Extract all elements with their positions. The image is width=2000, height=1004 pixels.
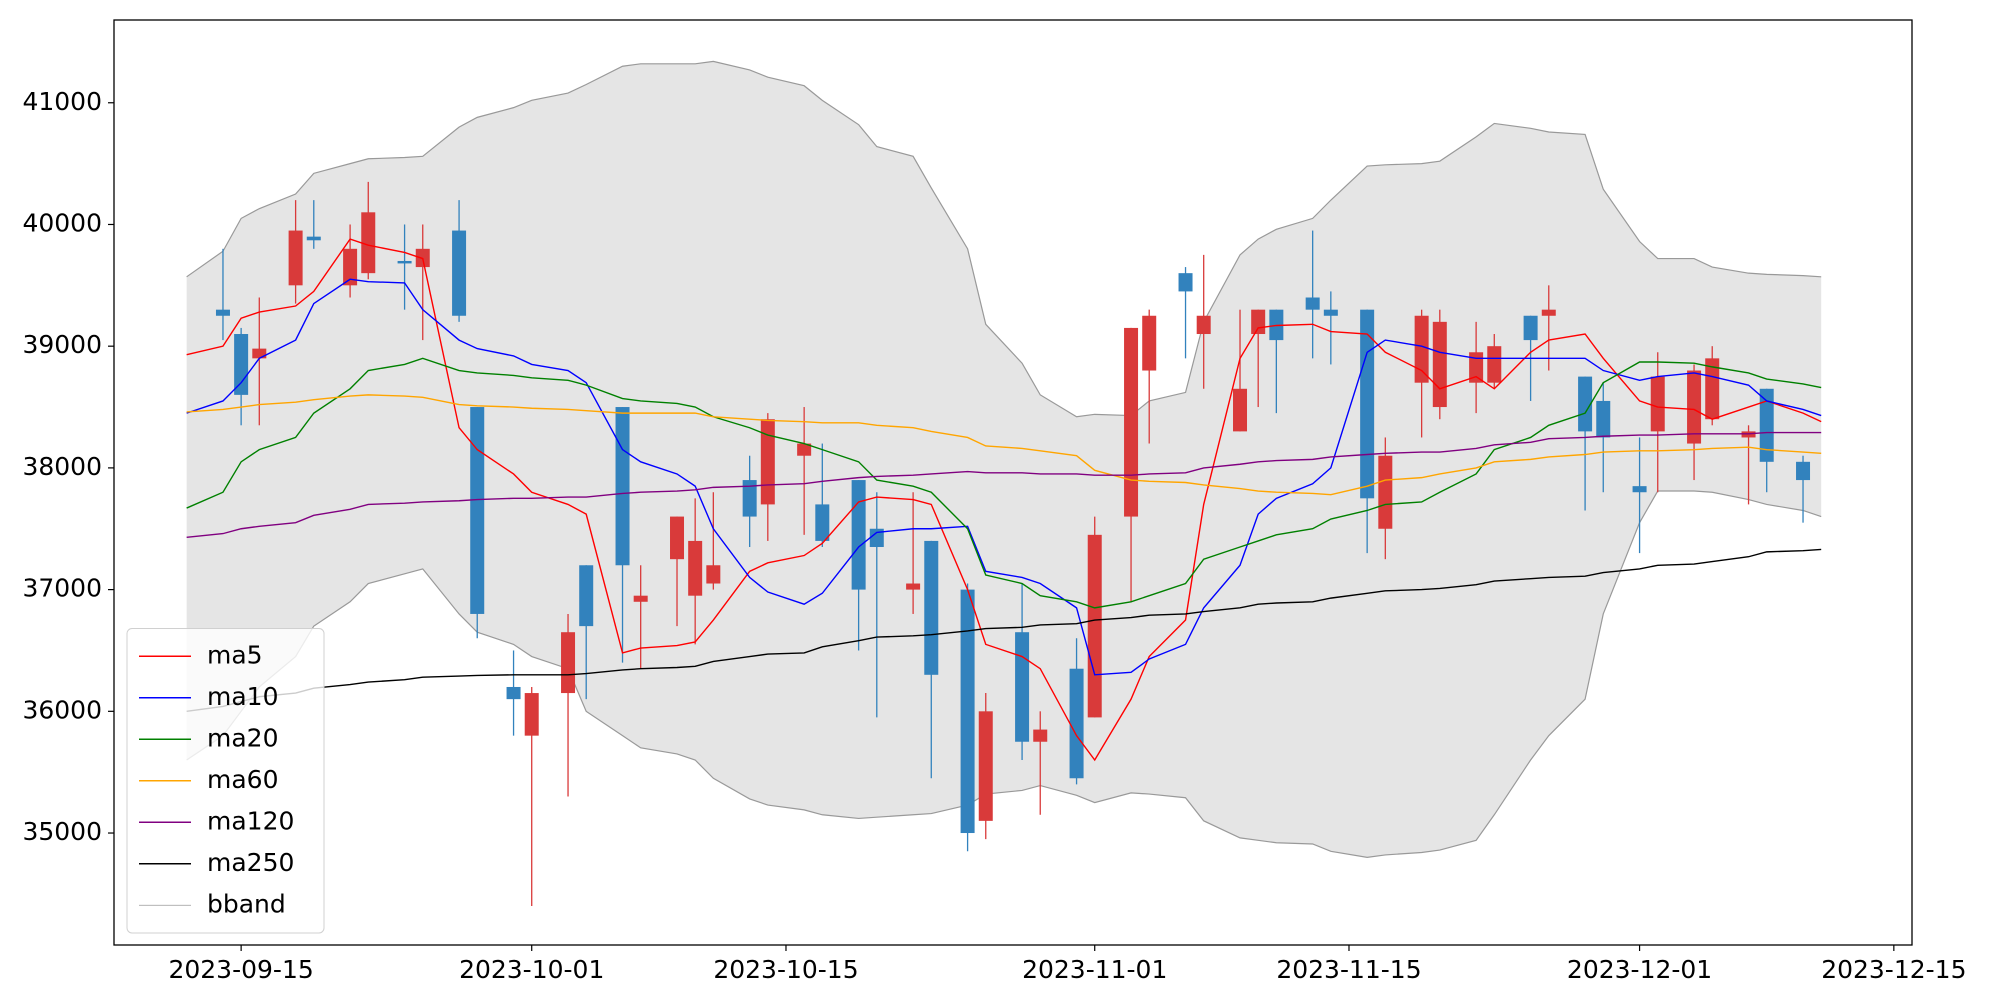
candle-body (561, 632, 576, 694)
candle-body (688, 540, 703, 596)
legend-label: ma20 (207, 723, 278, 752)
y-tick-label: 41000 (22, 87, 102, 116)
legend-box (126, 628, 325, 934)
y-tick-label: 40000 (22, 208, 102, 237)
candle-body (851, 480, 866, 590)
x-tick-label: 2023-11-15 (1276, 955, 1421, 984)
candle-body (633, 595, 648, 602)
y-tick-label: 35000 (22, 817, 102, 846)
candle-body (1196, 315, 1211, 335)
ma-line (186, 394, 1822, 496)
candle-body (1378, 455, 1393, 529)
candle-body (978, 711, 993, 821)
candle-body (1596, 400, 1611, 438)
candle-body (1469, 352, 1484, 383)
bband-lower (186, 490, 1822, 858)
candle-body (1687, 370, 1702, 444)
x-tick-label: 2023-12-15 (1821, 955, 1966, 984)
candle-body (1578, 376, 1593, 432)
candle-body (361, 212, 376, 274)
candle-body (1523, 315, 1538, 341)
candle-body (343, 248, 358, 286)
candle-body (1759, 388, 1774, 462)
candle-body (1541, 309, 1556, 316)
candle-body (1650, 376, 1665, 432)
candle-body (1323, 309, 1338, 316)
candle-body (615, 407, 630, 566)
candle-body (1069, 668, 1084, 779)
candle-body (869, 528, 884, 548)
candle-body (760, 419, 775, 505)
y-tick-label: 36000 (22, 695, 102, 724)
candle-body (1142, 315, 1157, 371)
candle-body (1360, 309, 1375, 499)
y-tick-label: 39000 (22, 330, 102, 359)
candle-body (1178, 273, 1193, 292)
candle-body (288, 230, 303, 286)
candle-body (670, 516, 685, 560)
candle-body (1632, 486, 1647, 493)
candle-body (1796, 461, 1811, 481)
legend-label: ma10 (207, 682, 278, 711)
candle-body (252, 348, 267, 359)
candle-body (1487, 346, 1502, 383)
y-tick-label: 37000 (22, 574, 102, 603)
legend-label: bband (207, 889, 286, 918)
candle-body (1124, 327, 1139, 517)
x-tick-label: 2023-12-01 (1567, 955, 1712, 984)
candle-body (524, 693, 539, 736)
candle-body (1705, 358, 1720, 420)
candle-body (1033, 729, 1048, 742)
ma-line (186, 431, 1822, 538)
candle-body (706, 565, 721, 584)
candle-body (1414, 315, 1429, 383)
candle-body (1305, 297, 1320, 310)
candle-body (306, 236, 321, 241)
bband-upper (186, 60, 1822, 418)
legend-label: ma60 (207, 765, 278, 794)
candle-body (452, 230, 467, 316)
x-tick-label: 2023-10-15 (713, 955, 858, 984)
ma-line (186, 357, 1822, 609)
candle-body (234, 334, 249, 395)
candle-body (579, 565, 594, 627)
bband-area (186, 61, 1822, 858)
candle-body (506, 686, 521, 700)
legend-label: ma120 (207, 806, 294, 835)
plot-frame (113, 19, 1913, 946)
candle-body (742, 480, 757, 517)
candle-body (470, 407, 485, 614)
legend-label: ma250 (207, 848, 294, 877)
candle-body (960, 589, 975, 834)
x-tick-label: 2023-11-01 (1022, 955, 1167, 984)
candle-body (1233, 388, 1248, 432)
y-tick-label: 38000 (22, 452, 102, 481)
candle-body (1087, 534, 1102, 718)
candle-body (397, 260, 412, 264)
legend-label: ma5 (207, 640, 263, 669)
candle-body (906, 583, 921, 590)
candle-body (797, 443, 812, 456)
candle-body (815, 504, 830, 541)
legend: ma5 ma10 ma20 ma60 ma120 ma250 bband (126, 628, 325, 934)
candle-body (1432, 321, 1447, 408)
candle-body (1251, 309, 1266, 335)
ma-line (186, 278, 1822, 676)
x-tick-label: 2023-10-01 (459, 955, 604, 984)
ma-line (186, 238, 1822, 762)
candle-body (924, 540, 939, 675)
candle-body (215, 309, 230, 316)
x-tick-label: 2023-09-15 (168, 955, 313, 984)
candle-body (1015, 632, 1030, 742)
ma-line (186, 548, 1822, 713)
